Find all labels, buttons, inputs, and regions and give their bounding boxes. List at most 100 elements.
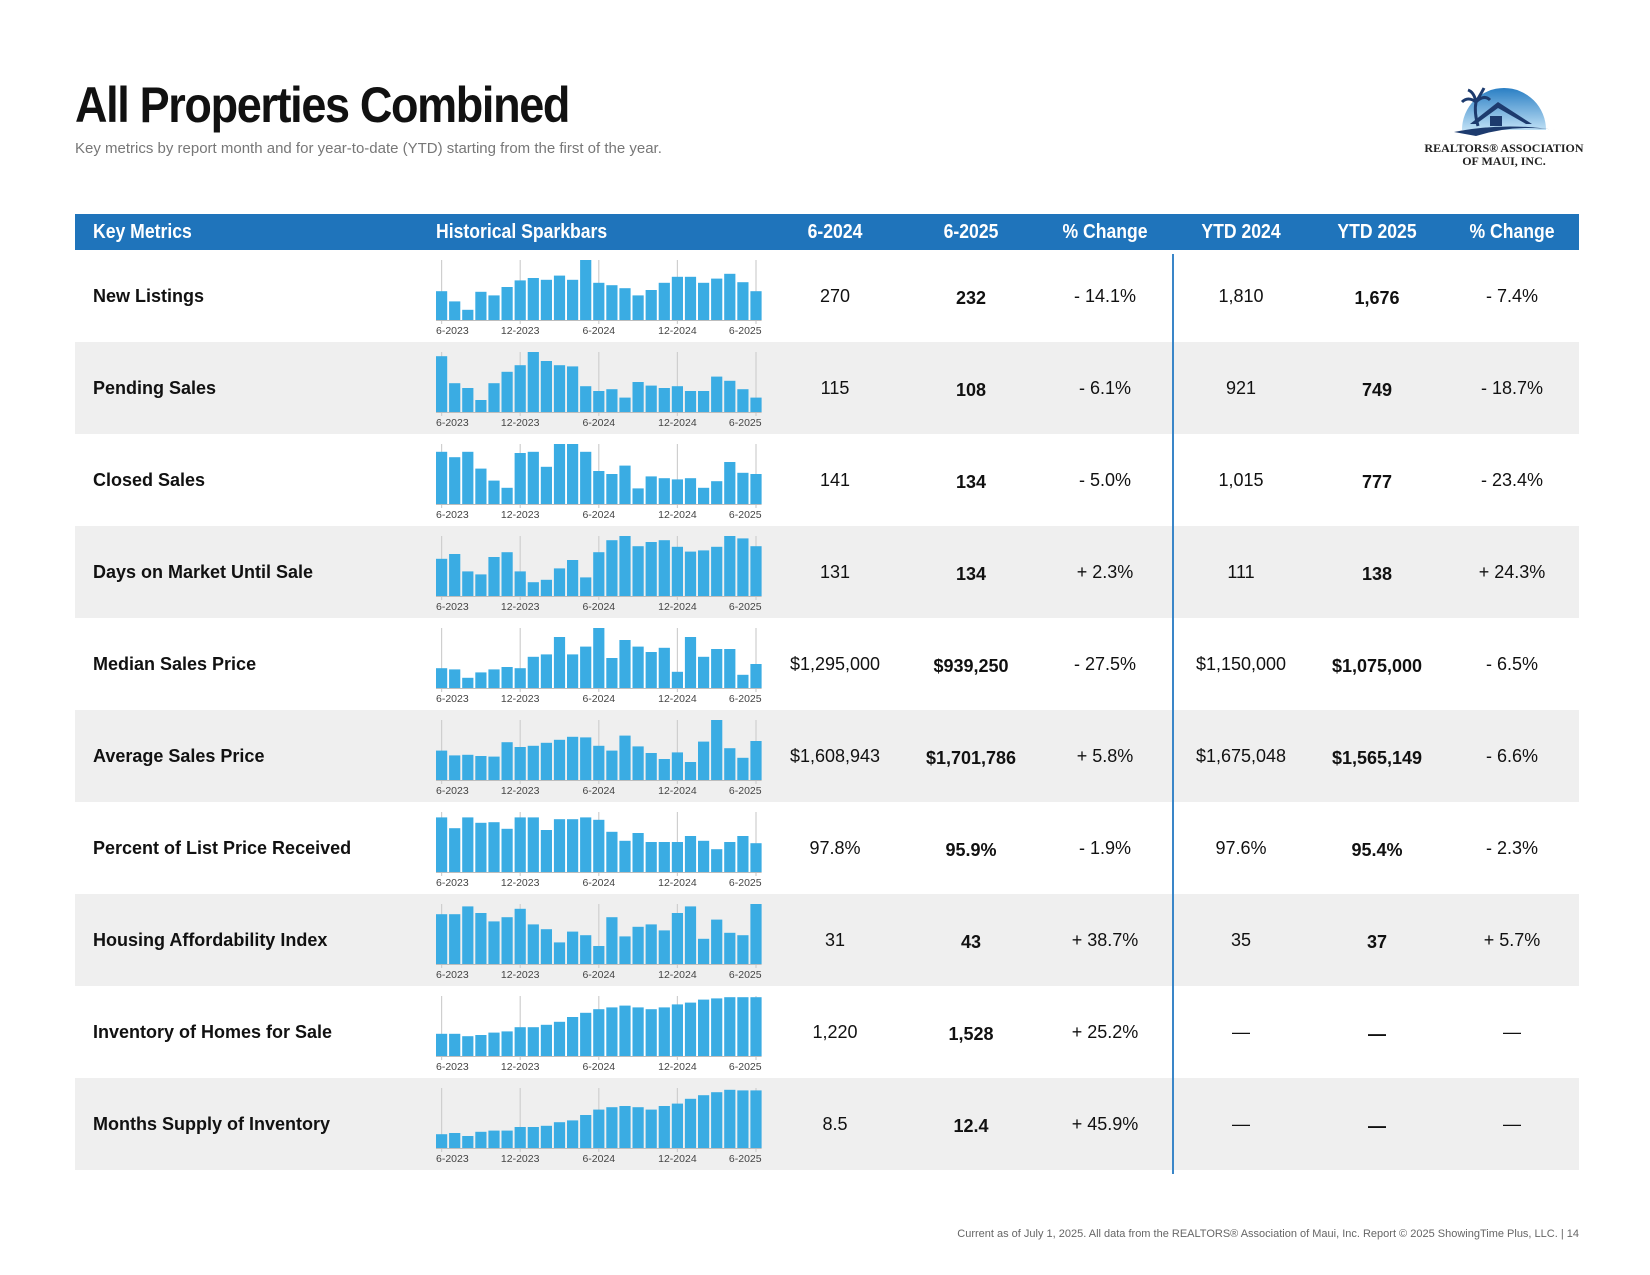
- spark-bar: [724, 380, 736, 412]
- spark-bar: [724, 1089, 736, 1148]
- table-header: Key Metrics Historical Sparkbars 6-2024 …: [75, 214, 1579, 250]
- spark-bar: [711, 649, 723, 688]
- spark-bar: [645, 290, 657, 320]
- spark-bar: [658, 540, 670, 596]
- spark-tick-label: 12-2023: [501, 509, 540, 521]
- spark-bar: [580, 260, 592, 320]
- spark-bar: [593, 282, 605, 320]
- spark-bar: [750, 904, 762, 964]
- spark-bar: [671, 479, 683, 504]
- metric-label: Average Sales Price: [93, 746, 265, 766]
- spark-bar: [684, 1098, 697, 1148]
- spark-bar: [593, 946, 605, 964]
- spark-bar: [737, 836, 749, 872]
- spark-bar: [475, 400, 487, 412]
- sparkbar-chart: 6-2023 12-2023 6-2024 12-2024 6-2025: [436, 254, 766, 340]
- spark-bar: [684, 276, 697, 320]
- sparkbar-chart: 6-2023 12-2023 6-2024 12-2024 6-2025: [436, 806, 766, 892]
- cell-ytd-2025: —: [1368, 1116, 1386, 1136]
- spark-tick-label: 6-2024: [582, 1061, 615, 1073]
- cell-pct-change-ytd: —: [1503, 1022, 1521, 1042]
- spark-tick-label: 6-2023: [436, 509, 469, 521]
- table-row: Closed Sales 6-2023 12-2023 6-2024 12-2024 6-…: [75, 434, 1579, 526]
- realtors-association-logo: REALTORS® ASSOCIATION OF MAUI, INC.: [1424, 72, 1584, 172]
- cell-pct-change-ytd: - 6.5%: [1485, 654, 1539, 674]
- spark-bar: [462, 451, 474, 504]
- cell-ytd-2025: 777: [1361, 472, 1393, 492]
- page-title: All Properties Combined: [75, 77, 570, 133]
- spark-bar: [501, 1130, 513, 1148]
- spark-bar: [619, 288, 631, 320]
- cell-ytd-2024: —: [1232, 1114, 1250, 1134]
- header-6-2025: 6-2025: [943, 221, 999, 243]
- spark-bar: [684, 906, 697, 964]
- spark-bar: [671, 671, 683, 688]
- spark-tick-label: 6-2024: [582, 693, 615, 705]
- spark-bar: [671, 546, 683, 596]
- spark-tick-label: 12-2024: [658, 1153, 697, 1165]
- spark-bar: [619, 1005, 631, 1056]
- spark-bar: [488, 480, 500, 504]
- spark-bar: [436, 451, 448, 504]
- spark-bar: [606, 285, 618, 320]
- spark-bar: [711, 849, 723, 872]
- spark-bar: [567, 366, 579, 412]
- spark-bar: [671, 1004, 683, 1056]
- spark-bar: [606, 540, 618, 596]
- spark-bar: [462, 309, 474, 320]
- spark-bar: [619, 640, 631, 688]
- spark-bar: [658, 478, 670, 504]
- spark-bar: [501, 371, 513, 412]
- spark-bar: [724, 273, 736, 320]
- table-row: Inventory of Homes for Sale 6-2023 12-2023…: [75, 986, 1579, 1078]
- spark-tick-label: 12-2024: [658, 417, 697, 429]
- spark-tick-label: 12-2023: [501, 417, 540, 429]
- spark-bar: [645, 753, 657, 780]
- cell-pct-change-ytd: - 23.4%: [1480, 470, 1544, 490]
- spark-bar: [475, 756, 487, 780]
- table-row: Months Supply of Inventory 6-2023 12-2023 6…: [75, 1078, 1579, 1170]
- spark-bar: [658, 842, 670, 872]
- cell-pct-change-month: + 25.2%: [1071, 1022, 1139, 1042]
- spark-tick-label: 12-2023: [501, 601, 540, 613]
- cell-ytd-2024: —: [1232, 1022, 1250, 1042]
- spark-bar: [711, 546, 723, 596]
- spark-bar: [488, 1032, 500, 1056]
- spark-bar: [593, 391, 605, 412]
- table-row: Housing Affordability Index 6-2023 12-2023…: [75, 894, 1579, 986]
- sparkbar-svg: 6-2023 12-2023 6-2024 12-2024 6-2025: [436, 1088, 762, 1165]
- spark-bar: [553, 444, 566, 504]
- spark-bar: [698, 656, 710, 688]
- spark-bar: [632, 746, 644, 780]
- spark-bar: [606, 474, 618, 504]
- cell-6-2024: $1,608,943: [789, 746, 881, 766]
- spark-bar: [580, 1012, 592, 1056]
- spark-bar: [540, 279, 552, 320]
- spark-bar: [462, 1136, 474, 1148]
- spark-bar: [475, 1035, 487, 1056]
- cell-6-2025: 1,528: [948, 1024, 994, 1044]
- logo-line-2: OF MAUI, INC.: [1462, 154, 1546, 168]
- spark-tick-label: 6-2025: [729, 601, 762, 613]
- spark-bar: [449, 669, 461, 688]
- metric-label: Months Supply of Inventory: [93, 1114, 330, 1134]
- header-ytd-2024: YTD 2024: [1201, 221, 1281, 243]
- spark-bar: [501, 287, 513, 320]
- spark-bar: [698, 999, 710, 1056]
- spark-bar: [658, 1106, 670, 1148]
- spark-bar: [658, 388, 670, 412]
- spark-bar: [436, 1033, 448, 1056]
- metric-label: Median Sales Price: [93, 654, 257, 674]
- spark-tick-label: 12-2024: [658, 877, 697, 889]
- spark-bar: [737, 757, 749, 780]
- spark-bar: [540, 466, 552, 504]
- spark-bar: [527, 278, 539, 320]
- cell-6-2025: $1,701,786: [925, 748, 1017, 768]
- sparkbar-svg: 6-2023 12-2023 6-2024 12-2024 6-2025: [436, 444, 762, 521]
- header-historical-sparkbars: Historical Sparkbars: [436, 221, 608, 243]
- cell-pct-change-month: - 27.5%: [1073, 654, 1137, 674]
- spark-bar: [449, 755, 461, 780]
- spark-bar: [606, 831, 618, 872]
- spark-bar: [737, 674, 749, 688]
- spark-bar: [527, 656, 539, 688]
